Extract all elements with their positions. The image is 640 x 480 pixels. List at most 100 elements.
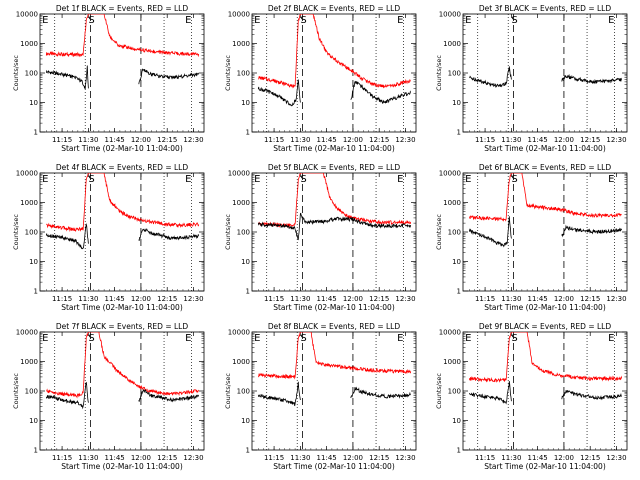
chart-title: Det 8f BLACK = Events, RED = LLD — [268, 322, 401, 331]
series-line-lld — [468, 173, 622, 222]
y-tick-label: 1000 — [443, 358, 461, 366]
chart-panel-9: Det 9f BLACK = Events, RED = LLD E S E 1 10 10… — [435, 322, 628, 471]
chart-panel-6: Det 6f BLACK = Events, RED = LLD E S E 1 10 10… — [435, 163, 628, 312]
series-line-events — [45, 382, 200, 410]
x-axis-label: Start Time (02-Mar-10 11:04:00) — [61, 303, 183, 312]
region-marker-label: E — [397, 333, 403, 344]
y-tick-label: 10000 — [16, 11, 38, 19]
x-tick-label: 12:00 — [131, 454, 151, 462]
series-line-events — [257, 381, 411, 407]
x-tick-label: 12:00 — [554, 454, 574, 462]
y-tick-label: 10 — [241, 417, 250, 425]
x-tick-label: 12:00 — [343, 136, 363, 144]
x-tick-label: 11:15 — [52, 454, 72, 462]
y-tick-label: 100 — [448, 229, 461, 237]
x-tick-label: 11:15 — [52, 295, 72, 303]
y-tick-label: 10 — [29, 258, 38, 266]
x-tick-label: 11:45 — [317, 454, 337, 462]
x-tick-label: 11:45 — [528, 454, 548, 462]
x-axis-label: Start Time (02-Mar-10 11:04:00) — [273, 303, 395, 312]
y-tick-label: 100 — [237, 229, 250, 237]
x-tick-label: 12:15 — [157, 136, 177, 144]
x-axis-label: Start Time (02-Mar-10 11:04:00) — [484, 462, 606, 471]
x-tick-label: 12:30 — [606, 136, 626, 144]
region-marker-label: S — [300, 15, 306, 26]
series-line-events — [468, 216, 623, 248]
x-tick-label: 12:30 — [183, 136, 203, 144]
region-marker-label: E — [185, 15, 191, 26]
series-line-events — [257, 212, 412, 241]
y-tick-label: 10000 — [439, 329, 461, 337]
series-line-events — [45, 65, 200, 90]
chart-title: Det 7f BLACK = Events, RED = LLD — [56, 322, 189, 331]
chart-panel-5: Det 5f BLACK = Events, RED = LLD E S E 1 10 10… — [224, 163, 417, 312]
y-axis-label: Counts/sec — [224, 214, 232, 250]
x-tick-label: 11:30 — [501, 295, 521, 303]
y-tick-label: 100 — [237, 388, 250, 396]
x-tick-label: 11:15 — [264, 136, 284, 144]
y-tick-label: 1000 — [20, 40, 38, 48]
region-marker-label: E — [608, 174, 614, 185]
x-tick-label: 12:00 — [343, 454, 363, 462]
region-marker-label: E — [185, 333, 191, 344]
region-marker-label: E — [42, 15, 48, 26]
x-tick-label: 12:30 — [183, 454, 203, 462]
x-tick-label: 12:30 — [395, 454, 415, 462]
region-marker-label: E — [465, 333, 471, 344]
y-tick-label: 10 — [241, 99, 250, 107]
y-tick-label: 10000 — [16, 170, 38, 178]
x-tick-label: 11:30 — [78, 136, 98, 144]
y-tick-label: 10000 — [228, 329, 250, 337]
x-tick-label: 12:00 — [131, 295, 151, 303]
y-tick-label: 100 — [25, 70, 38, 78]
x-axis-label: Start Time (02-Mar-10 11:04:00) — [61, 144, 183, 153]
x-tick-label: 11:45 — [105, 136, 125, 144]
y-tick-label: 1000 — [232, 40, 250, 48]
x-tick-label: 11:15 — [475, 295, 495, 303]
x-tick-label: 11:30 — [501, 454, 521, 462]
region-marker-label: E — [397, 174, 403, 185]
y-tick-label: 10000 — [439, 170, 461, 178]
x-axis-label: Start Time (02-Mar-10 11:04:00) — [484, 144, 606, 153]
region-marker-label: E — [465, 174, 471, 185]
region-marker-label: E — [465, 15, 471, 26]
region-marker-label: S — [88, 333, 94, 344]
y-axis-label: Counts/sec — [12, 214, 20, 250]
x-tick-label: 12:15 — [157, 454, 177, 462]
y-tick-label: 100 — [237, 70, 250, 78]
series-line-events — [257, 79, 412, 107]
y-axis-label: Counts/sec — [12, 55, 20, 91]
x-axis-label: Start Time (02-Mar-10 11:04:00) — [273, 462, 395, 471]
x-axis-label: Start Time (02-Mar-10 11:04:00) — [61, 462, 183, 471]
y-tick-label: 10 — [29, 99, 38, 107]
x-tick-label: 11:30 — [290, 136, 310, 144]
y-tick-label: 1000 — [443, 40, 461, 48]
series-line-lld — [46, 332, 200, 399]
x-axis-label: Start Time (02-Mar-10 11:04:00) — [273, 144, 395, 153]
x-tick-label: 11:45 — [528, 295, 548, 303]
x-tick-label: 12:30 — [395, 295, 415, 303]
chart-title: Det 2f BLACK = Events, RED = LLD — [268, 4, 401, 13]
x-tick-label: 12:30 — [395, 136, 415, 144]
y-axis-label: Counts/sec — [12, 373, 20, 409]
plot-frame — [251, 331, 417, 451]
y-tick-label: 1000 — [232, 358, 250, 366]
y-axis-label: Counts/sec — [435, 55, 443, 91]
y-axis-label: Counts/sec — [224, 373, 232, 409]
y-tick-label: 1000 — [20, 199, 38, 207]
x-tick-label: 11:30 — [78, 295, 98, 303]
region-marker-label: S — [88, 15, 94, 26]
x-tick-label: 12:15 — [157, 295, 177, 303]
region-marker-label: E — [254, 15, 260, 26]
y-tick-label: 10 — [241, 258, 250, 266]
chart-panel-7: Det 7f BLACK = Events, RED = LLD E S E 1 10 10… — [12, 322, 205, 471]
chart-panel-8: Det 8f BLACK = Events, RED = LLD E S E 1 10 10… — [224, 322, 417, 471]
x-tick-label: 11:45 — [105, 454, 125, 462]
x-tick-label: 12:15 — [580, 136, 600, 144]
region-marker-label: E — [42, 333, 48, 344]
x-tick-label: 11:45 — [317, 136, 337, 144]
region-marker-label: E — [254, 333, 260, 344]
y-tick-label: 10 — [452, 258, 461, 266]
series-line-events — [469, 66, 623, 88]
